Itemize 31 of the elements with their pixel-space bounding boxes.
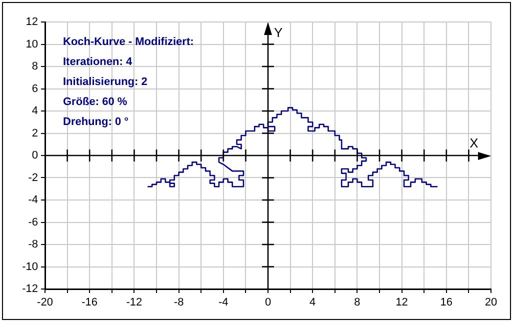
- annotation: Initialisierung: 2: [63, 76, 148, 88]
- x-tick-label: -8: [174, 296, 184, 309]
- x-tick-label: 20: [484, 296, 498, 309]
- y-tick-label: -12: [22, 283, 38, 296]
- x-tick-label: -4: [218, 296, 228, 309]
- y-tick-label: -8: [28, 238, 38, 251]
- y-tick-label: -2: [28, 172, 38, 184]
- y-tick-label: 12: [26, 16, 38, 28]
- annotation: Größe: 60 %: [63, 96, 128, 108]
- x-tick-label: -16: [82, 296, 98, 309]
- y-tick-label: 6: [32, 82, 38, 95]
- x-tick-label: 0: [264, 296, 272, 309]
- y-tick-label: -6: [28, 216, 38, 228]
- x-tick-label: -12: [126, 296, 142, 309]
- y-tick-label: -4: [28, 194, 38, 206]
- y-tick-label: 8: [32, 60, 38, 73]
- annotation: Iterationen: 4: [63, 56, 133, 68]
- text: Koch-Kurve - Modifiziert:: [63, 36, 194, 48]
- y-tick-label: 10: [26, 38, 38, 50]
- x-tick-label: 4: [310, 296, 316, 309]
- x-tick-label: -20: [37, 296, 53, 309]
- y-tick-label: 0: [32, 150, 38, 162]
- y-tick-label: 4: [32, 105, 38, 118]
- x-tick-label: 8: [354, 296, 360, 309]
- y-axis-title: Y: [274, 25, 283, 40]
- x-tick-label: 12: [396, 296, 408, 309]
- y-tick-label: -10: [22, 260, 38, 273]
- x-tick-label: 16: [440, 296, 453, 309]
- x-axis-title: X: [470, 136, 479, 150]
- annotation: Drehung: 0 °: [63, 116, 129, 128]
- y-tick-label: 2: [32, 127, 38, 140]
